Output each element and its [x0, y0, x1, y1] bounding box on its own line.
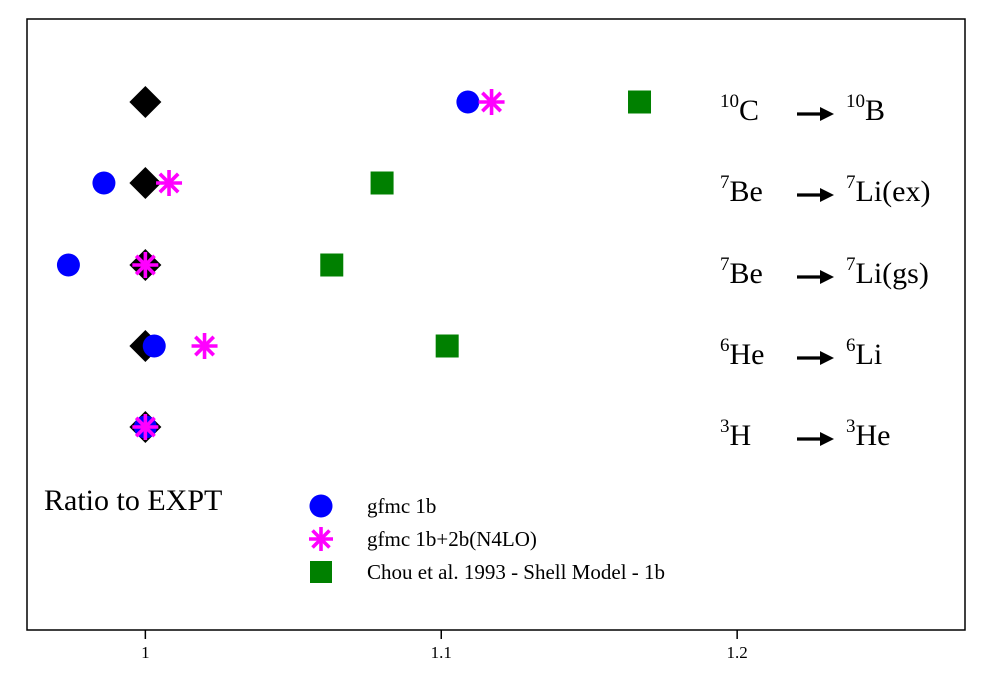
parent-mass: 7	[720, 254, 730, 275]
data-marks	[56, 86, 652, 443]
point-asterisk-1	[156, 170, 183, 196]
point-square-3	[435, 334, 459, 358]
transition-parent-1: 7Be	[720, 172, 763, 208]
point-diamond-1	[129, 167, 162, 199]
legend-label-1: gfmc 1b+2b(N4LO)	[367, 527, 537, 551]
point-circle-3	[142, 334, 166, 358]
legend: gfmc 1b gfmc 1b+2b(N4LO) Chou et al. 1993 …	[309, 494, 665, 584]
parent-mass: 3	[720, 416, 730, 437]
parent-mass: 6	[720, 335, 730, 356]
transition-arrow-head-3	[820, 351, 834, 365]
transition-arrow-head-0	[820, 107, 834, 121]
parent-symbol: C	[739, 94, 759, 127]
daughter-symbol: He	[856, 419, 891, 452]
x-tick-label-2: 1.2	[727, 643, 748, 662]
parent-symbol: He	[730, 338, 765, 371]
point-circle-2	[56, 253, 80, 277]
point-circle-0	[456, 90, 480, 114]
x-axis-ticks: 1 1.1 1.2	[141, 630, 748, 662]
x-tick-label-0: 1	[141, 643, 150, 662]
transition-arrow-head-1	[820, 188, 834, 202]
point-asterisk-4	[132, 414, 159, 440]
daughter-symbol: Li(ex)	[856, 175, 931, 208]
transition-parent-2: 7Be	[720, 254, 763, 290]
point-square-1	[370, 171, 394, 195]
transition-daughter-1: 7Li(ex)	[846, 172, 930, 208]
daughter-mass: 3	[846, 416, 856, 437]
transition-parent-4: 3H	[720, 416, 751, 452]
legend-marker-circle	[309, 494, 333, 518]
point-asterisk-0	[478, 89, 505, 115]
point-asterisk-2	[132, 252, 159, 278]
transition-parent-0: 10C	[720, 91, 759, 127]
chart-annotation: Ratio to EXPT	[44, 484, 222, 517]
point-diamond-0	[129, 86, 162, 118]
parent-mass: 10	[720, 91, 739, 112]
daughter-symbol: Li	[856, 338, 883, 371]
point-circle-1	[92, 171, 116, 195]
x-tick-label-1: 1.1	[431, 643, 452, 662]
parent-symbol: H	[730, 419, 752, 452]
transition-daughter-0: 10B	[846, 91, 885, 127]
plot-frame	[26, 18, 966, 631]
daughter-symbol: B	[865, 94, 885, 127]
daughter-mass: 10	[846, 91, 865, 112]
daughter-mass: 7	[846, 172, 856, 193]
transition-daughter-2: 7Li(gs)	[846, 254, 929, 290]
daughter-mass: 7	[846, 254, 856, 275]
transition-arrow-head-2	[820, 270, 834, 284]
transition-parent-3: 6He	[720, 335, 764, 371]
legend-label-0: gfmc 1b	[367, 494, 436, 518]
legend-label-2: Chou et al. 1993 - Shell Model - 1b	[367, 560, 665, 584]
parent-symbol: Be	[730, 175, 763, 208]
parent-symbol: Be	[730, 257, 763, 290]
point-asterisk-3	[191, 333, 218, 359]
point-square-2	[320, 253, 344, 277]
transition-daughter-3: 6Li	[846, 335, 882, 371]
legend-marker-asterisk	[309, 527, 333, 551]
legend-marker-square	[310, 561, 332, 583]
daughter-mass: 6	[846, 335, 856, 356]
daughter-symbol: Li(gs)	[856, 257, 929, 290]
point-square-0	[628, 90, 652, 114]
transition-arrow-head-4	[820, 432, 834, 446]
transition-daughter-4: 3He	[846, 416, 890, 452]
parent-mass: 7	[720, 172, 730, 193]
